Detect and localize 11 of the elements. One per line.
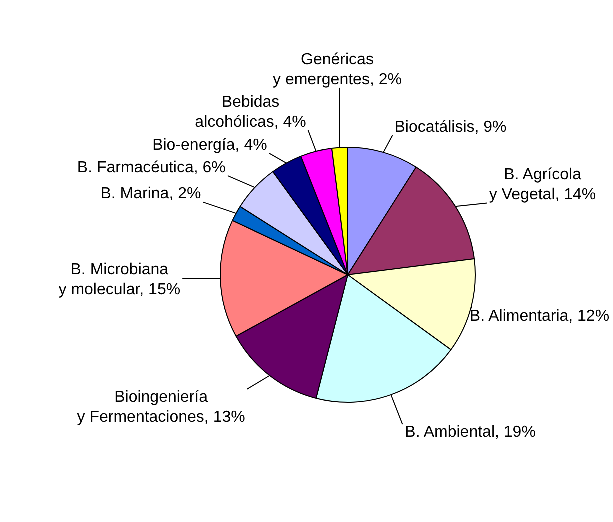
slice-label: B. Alimentaria, 12% bbox=[470, 308, 610, 326]
slice-label: B. Ambiental, 19% bbox=[405, 424, 536, 442]
slice-label: Genéricas y emergentes, 2% bbox=[273, 51, 402, 88]
slice-label: B. Agrícola y Vegetal, 14% bbox=[489, 166, 596, 204]
slice-label: Bio-energía, 4% bbox=[152, 136, 268, 154]
slice-label: B. Marina, 2% bbox=[100, 186, 202, 203]
slice-label: Biocatálisis, 9% bbox=[394, 118, 507, 136]
slice-label: Bebidas alcohólicas, 4% bbox=[195, 94, 306, 131]
slice-label: B. Farmacéutica, 6% bbox=[77, 159, 226, 176]
slice-label: Bioingeniería y Fermentaciones, 13% bbox=[77, 388, 246, 426]
slice-label: B. Microbiana y molecular, 15% bbox=[58, 262, 181, 299]
